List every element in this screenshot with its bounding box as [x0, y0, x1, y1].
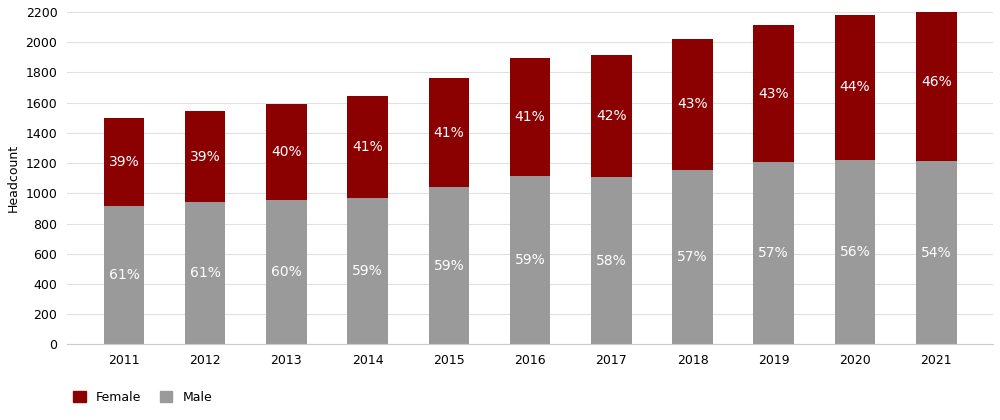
- Bar: [266, 200, 307, 344]
- Text: 57%: 57%: [758, 247, 789, 260]
- Text: 61%: 61%: [109, 268, 139, 282]
- Text: 56%: 56%: [840, 245, 870, 259]
- Text: 46%: 46%: [921, 75, 952, 89]
- Text: 40%: 40%: [271, 145, 302, 159]
- Bar: [672, 39, 713, 170]
- Bar: [429, 78, 469, 187]
- Bar: [185, 111, 225, 202]
- Bar: [835, 160, 875, 344]
- Bar: [591, 55, 632, 177]
- Text: 59%: 59%: [515, 253, 545, 267]
- Y-axis label: Headcount: Headcount: [7, 144, 20, 212]
- Bar: [591, 177, 632, 344]
- Text: 58%: 58%: [596, 254, 627, 268]
- Bar: [347, 197, 388, 344]
- Bar: [916, 160, 957, 344]
- Bar: [266, 104, 307, 200]
- Bar: [672, 170, 713, 344]
- Legend: Female, Male: Female, Male: [73, 391, 212, 404]
- Text: 59%: 59%: [433, 259, 464, 273]
- Text: 41%: 41%: [515, 110, 545, 124]
- Bar: [104, 206, 144, 344]
- Text: 57%: 57%: [677, 250, 708, 264]
- Text: 54%: 54%: [921, 246, 952, 260]
- Bar: [753, 163, 794, 344]
- Bar: [510, 176, 550, 344]
- Text: 39%: 39%: [190, 150, 221, 164]
- Bar: [429, 187, 469, 344]
- Text: 43%: 43%: [677, 97, 708, 111]
- Bar: [347, 95, 388, 197]
- Text: 44%: 44%: [840, 80, 870, 94]
- Bar: [916, 4, 957, 160]
- Text: 61%: 61%: [190, 266, 221, 280]
- Bar: [835, 15, 875, 160]
- Bar: [185, 202, 225, 344]
- Text: 41%: 41%: [352, 139, 383, 154]
- Bar: [510, 58, 550, 176]
- Bar: [753, 25, 794, 163]
- Text: 39%: 39%: [109, 155, 139, 169]
- Text: 60%: 60%: [271, 265, 302, 279]
- Text: 42%: 42%: [596, 109, 627, 123]
- Text: 59%: 59%: [352, 264, 383, 278]
- Text: 41%: 41%: [433, 126, 464, 140]
- Text: 43%: 43%: [758, 87, 789, 101]
- Bar: [104, 118, 144, 206]
